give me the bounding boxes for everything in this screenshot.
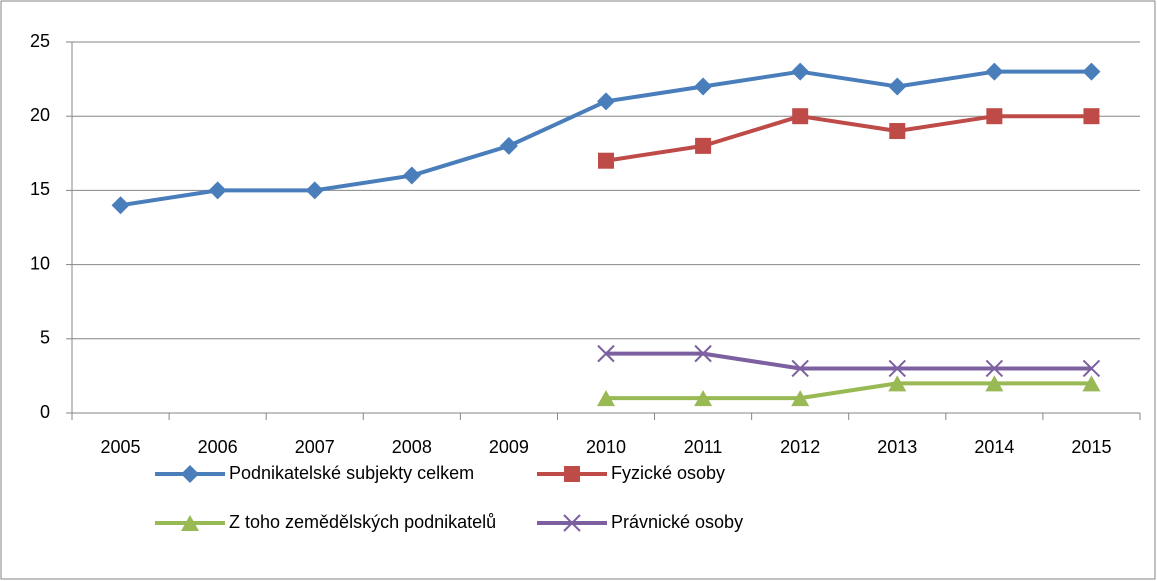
marker [181,515,199,531]
x-tick-label: 2008 [392,437,432,457]
series-line [606,351,1092,371]
marker [694,77,713,96]
marker [597,344,615,363]
marker [1082,62,1101,81]
x-tick-label: 2014 [974,437,1014,457]
marker [791,359,809,378]
marker [402,166,421,185]
x-tick-label: 2010 [586,437,626,457]
legend-label: Podnikatelské subjekty celkem [229,463,474,483]
legend-label: Z toho zemědělských podnikatelů [229,512,496,532]
y-tick-label: 0 [40,402,50,422]
marker [888,359,906,378]
x-tick-label: 2015 [1071,437,1111,457]
y-tick-label: 25 [30,31,50,51]
marker [1083,108,1100,125]
x-tick-label: 2007 [295,437,335,457]
series-line [606,381,1092,401]
x-tick-label: 2009 [489,437,529,457]
y-tick-label: 5 [40,328,50,348]
marker [985,62,1004,81]
x-tick-label: 2011 [684,437,723,457]
marker [1082,375,1101,392]
marker [695,137,712,154]
legend-label: Fyzické osoby [611,463,725,483]
marker [208,181,227,200]
marker [597,390,615,407]
marker [985,375,1004,392]
x-tick-label: 2005 [101,437,141,457]
x-tick-label: 2006 [198,437,238,457]
marker [888,375,907,392]
y-tick-label: 20 [30,105,50,125]
marker [694,390,713,407]
marker [111,196,130,215]
marker [181,465,199,483]
marker [889,123,906,140]
marker [792,108,809,125]
marker [597,92,615,111]
marker [986,108,1003,125]
legend-label: Právnické osoby [611,512,743,532]
marker [985,359,1004,378]
marker [791,390,810,407]
marker [598,152,614,169]
marker [888,77,907,96]
marker [694,344,712,363]
x-tick-label: 2013 [877,437,917,457]
marker [305,181,324,200]
x-tick-label: 2012 [780,437,820,457]
marker [1082,359,1101,378]
marker [791,62,810,81]
marker [564,466,580,482]
y-tick-label: 15 [30,179,50,199]
y-tick-label: 10 [30,253,50,273]
marker [499,136,518,155]
series-line [605,114,1092,163]
marker [563,514,581,532]
